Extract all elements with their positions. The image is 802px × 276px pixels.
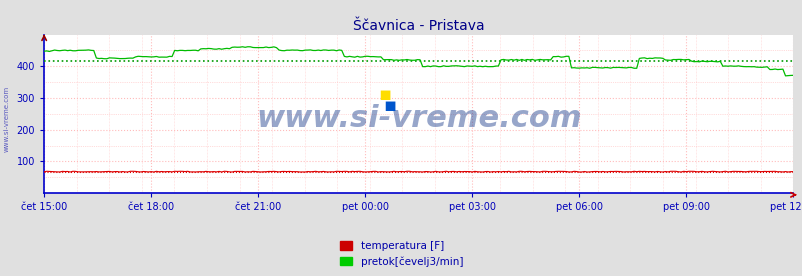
Title: Ščavnica - Pristava: Ščavnica - Pristava <box>353 19 484 33</box>
Text: www.si-vreme.com: www.si-vreme.com <box>3 86 10 152</box>
Text: ▪: ▪ <box>378 85 391 104</box>
Text: ▪: ▪ <box>383 96 396 115</box>
Legend: temperatura [F], pretok[čevelj3/min]: temperatura [F], pretok[čevelj3/min] <box>335 237 467 271</box>
Text: www.si-vreme.com: www.si-vreme.com <box>256 104 581 133</box>
